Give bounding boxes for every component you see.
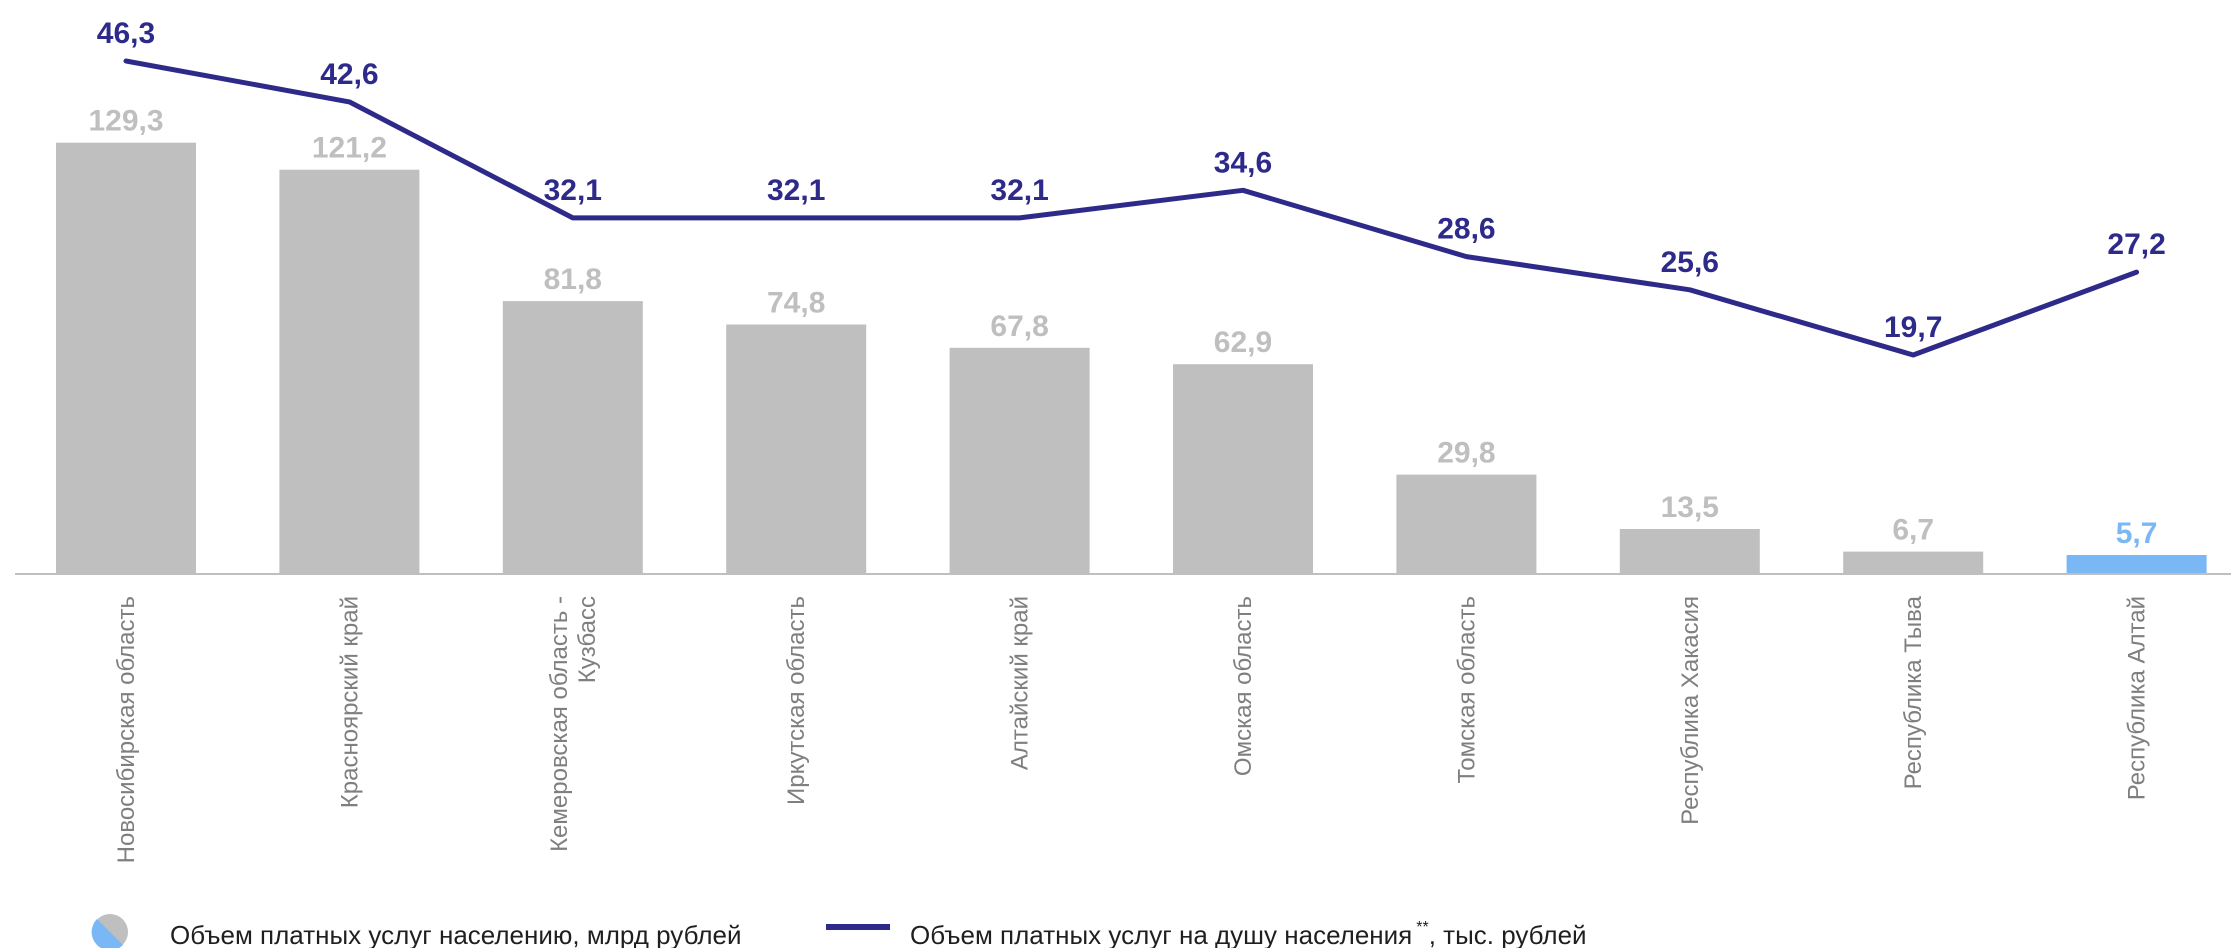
- category-label-line: Кемеровская область -: [546, 596, 573, 852]
- category-label: Томская область: [1453, 596, 1480, 784]
- line-point-2: [347, 100, 351, 104]
- category-label-line: Томская область: [1453, 596, 1480, 784]
- category-label-line: Омская область: [1230, 596, 1257, 776]
- legend: Объем платных услуг населению, млрд рубл…: [91, 914, 1587, 948]
- category-label: Иркутская область: [783, 596, 810, 805]
- bar-value-label: 29,8: [1437, 437, 1495, 470]
- bar-7: [1396, 474, 1537, 574]
- category-label-line: Иркутская область: [783, 596, 810, 805]
- bar-value-label: 67,8: [990, 310, 1048, 343]
- line-value-label: 34,6: [1214, 146, 1272, 179]
- category-label-line: Республика Алтай: [2124, 596, 2151, 800]
- bar-9: [1843, 551, 1984, 574]
- bar-6: [1173, 364, 1313, 574]
- per-capita-line: [123, 58, 2140, 358]
- bar-3: [502, 301, 643, 574]
- line-point-7: [1464, 255, 1468, 259]
- line-point-5: [1018, 216, 1022, 220]
- line-point-8: [1688, 288, 1692, 292]
- category-label: Омская область: [1230, 596, 1257, 776]
- legend-bar-swatch-icon: [91, 914, 128, 948]
- category-label: Красноярский край: [336, 596, 363, 808]
- category-label: Республика Алтай: [2124, 596, 2151, 800]
- legend-line-superscript: **: [1416, 919, 1428, 936]
- category-label-line: Республика Хакасия: [1677, 596, 1704, 825]
- line-value-label: 32,1: [990, 174, 1048, 207]
- category-label-line: Алтайский край: [1007, 596, 1034, 770]
- line-point-1: [124, 59, 128, 63]
- bar-2: [279, 169, 420, 574]
- category-label-line: Республика Тыва: [1900, 595, 1927, 789]
- bar-1: [56, 142, 196, 574]
- bar-value-label: 5,7: [2116, 517, 2158, 550]
- line-value-label: 19,7: [1884, 311, 1942, 344]
- line-point-10: [2135, 270, 2139, 274]
- bar-value-label: 121,2: [312, 132, 387, 165]
- legend-line-label-main: Объем платных услуг на душу населения: [910, 920, 1412, 948]
- legend-line-suffix: , тыс. рублей: [1429, 920, 1587, 948]
- line-point-4: [794, 216, 798, 220]
- category-label-line: Красноярский край: [336, 596, 363, 808]
- bars-layer: [56, 142, 2207, 574]
- line-value-label: 25,6: [1661, 246, 1719, 279]
- category-label: Республика Хакасия: [1677, 596, 1704, 825]
- category-labels: Новосибирская область Красноярский край Ке…: [113, 595, 2151, 863]
- legend-line-label: Объем платных услуг на душу населения **,…: [910, 919, 1587, 948]
- line-point-9: [1911, 353, 1915, 357]
- bar-value-label: 129,3: [88, 105, 163, 138]
- bar-value-label: 81,8: [544, 263, 602, 296]
- legend-bar-label: Объем платных услуг населению, млрд рубл…: [170, 920, 741, 948]
- category-label: Кемеровская область - Кузбасс: [546, 596, 601, 852]
- line-value-label: 27,2: [2107, 228, 2165, 261]
- line-value-label: 28,6: [1437, 213, 1495, 246]
- bar-8: [1619, 529, 1760, 574]
- bar-value-label: 62,9: [1214, 326, 1272, 359]
- legend-item-bars: Объем платных услуг населению, млрд рубл…: [91, 914, 741, 948]
- category-label: Новосибирская область: [113, 596, 140, 863]
- category-label: Алтайский край: [1007, 596, 1034, 770]
- legend-item-line: Объем платных услуг на душу населения **,…: [826, 919, 1587, 948]
- category-label: Республика Тыва: [1900, 595, 1927, 789]
- bar-4: [726, 324, 867, 574]
- line-value-label: 42,6: [320, 58, 378, 91]
- line-value-label: 32,1: [767, 174, 825, 207]
- line-point-3: [571, 216, 575, 220]
- category-label-line: Кузбасс: [574, 596, 601, 683]
- bar-value-label: 74,8: [767, 287, 825, 320]
- line-layer: [123, 58, 2140, 358]
- line-value-label: 46,3: [97, 17, 155, 50]
- bar-5: [949, 347, 1090, 574]
- bar-value-label: 13,5: [1661, 491, 1719, 524]
- line-point-6: [1241, 188, 1245, 192]
- labels-layer: 129,3 46,3 121,2 42,6 81,8 32,1 74,8 32,1 67,8 32…: [88, 17, 2165, 550]
- bar-value-label: 6,7: [1892, 514, 1934, 547]
- category-label-line: Новосибирская область: [113, 596, 140, 863]
- bar-10: [2066, 555, 2207, 574]
- line-value-label: 32,1: [544, 174, 602, 207]
